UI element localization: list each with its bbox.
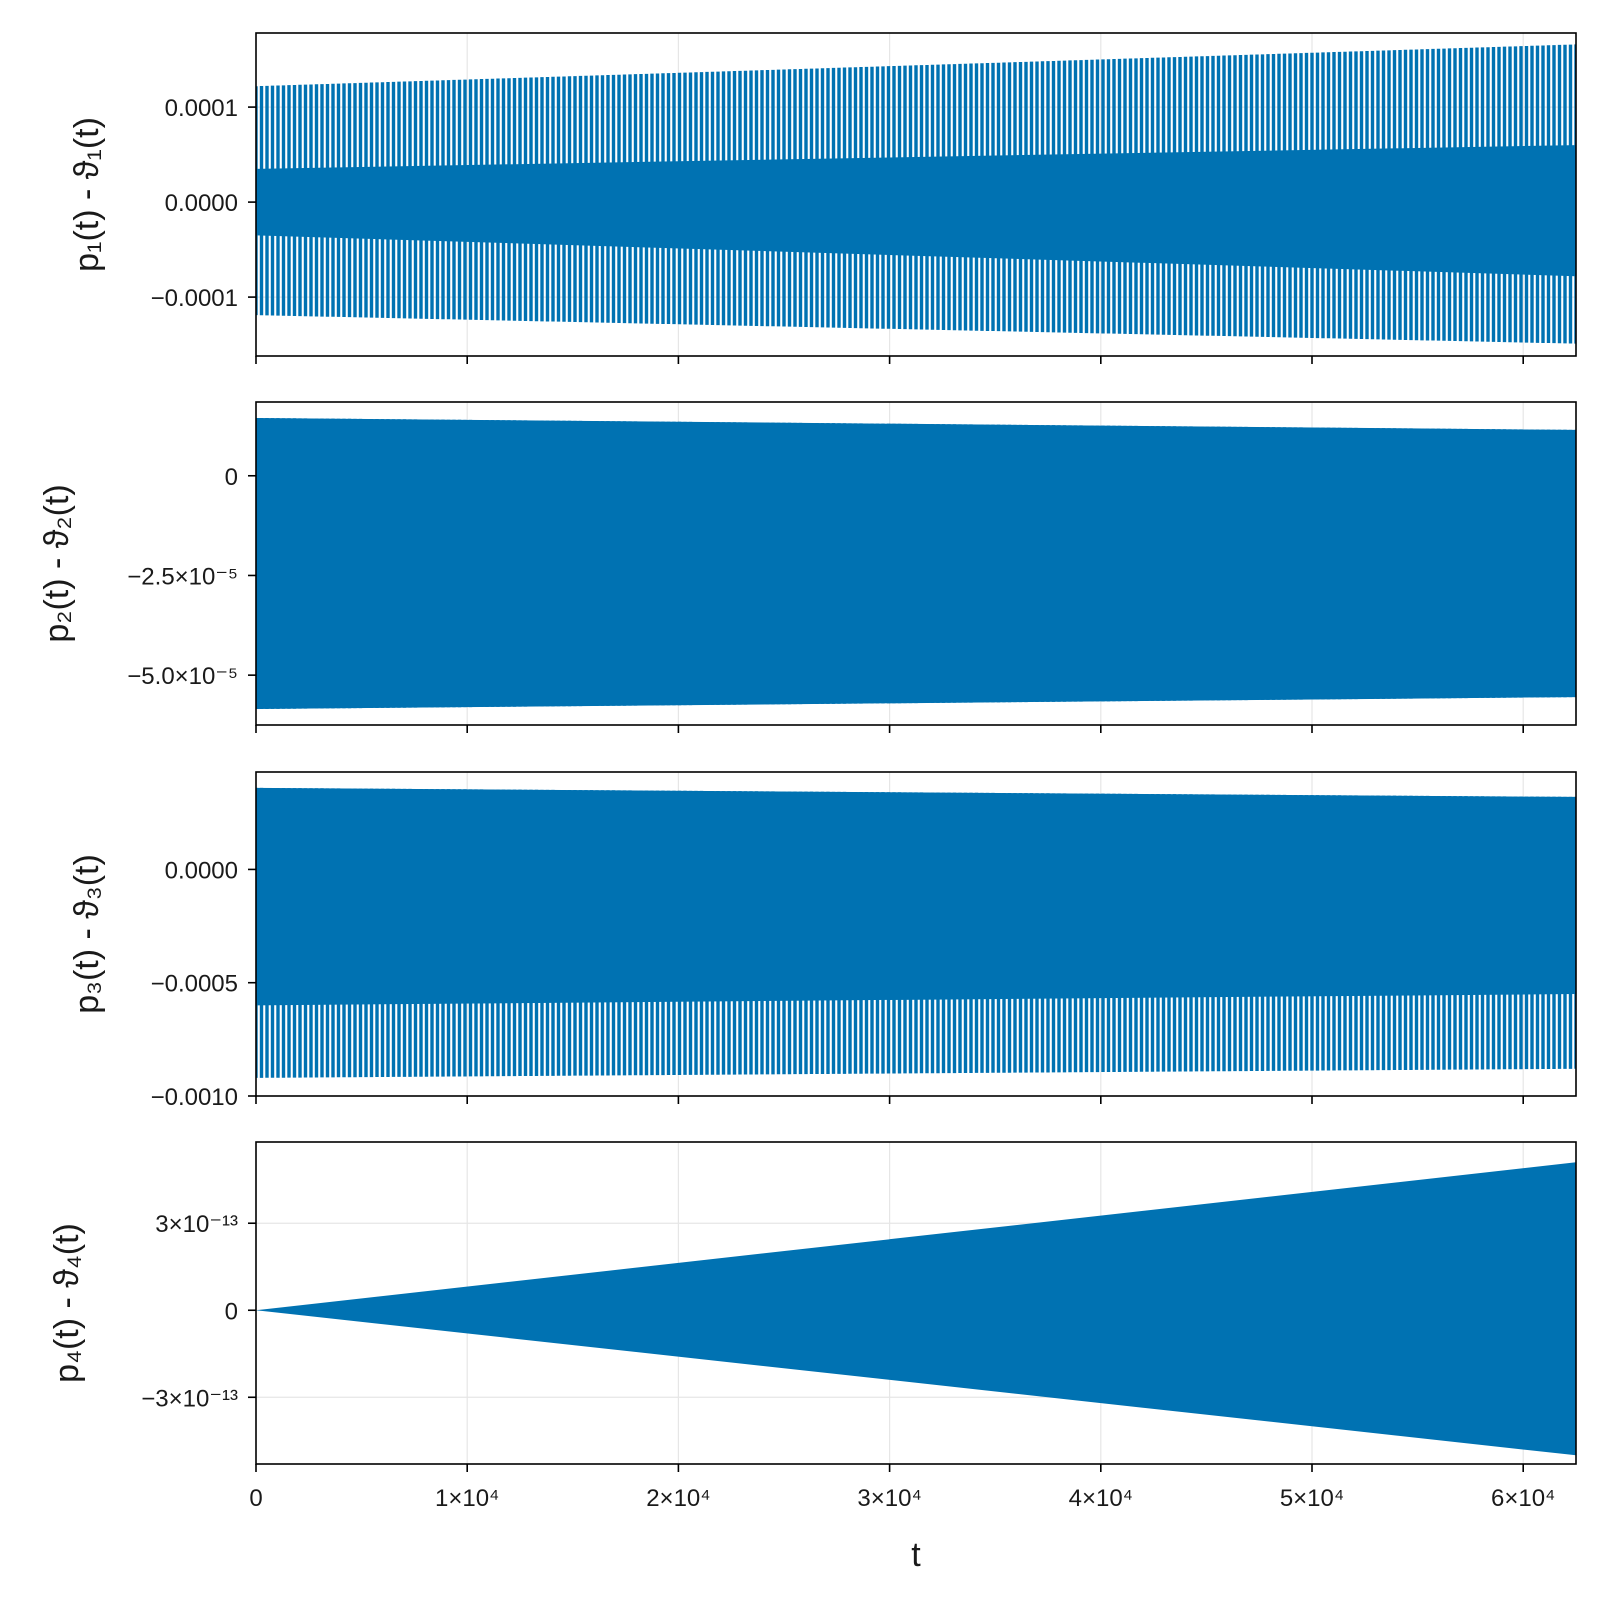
x-tick-label: 5×10⁴ (1280, 1485, 1344, 1512)
x-tick-label: 0 (249, 1485, 262, 1512)
y-tick-label: −0.0010 (151, 1084, 238, 1111)
series-band (256, 1162, 1576, 1456)
x-tick-label: 4×10⁴ (1069, 1485, 1133, 1512)
panel-1: 0.0001 0.0000 −0.0001 p₁(t) - ϑ₁(t) (68, 32, 1577, 364)
y-axis-title: p₃(t) - ϑ₃(t) (68, 854, 106, 1014)
x-axis-title: t (911, 1536, 921, 1574)
y-axis-title: p₂(t) - ϑ₂(t) (38, 484, 76, 642)
y-tick-label: −0.0005 (151, 971, 238, 998)
y-axis-title: p₁(t) - ϑ₁(t) (68, 117, 106, 272)
axes-frame (255, 771, 1577, 1097)
y-axis-title: p₄(t) - ϑ₄(t) (48, 1223, 86, 1383)
panel-3: 0.0000 −0.0005 −0.0010 p₃(t) - ϑ₃(t) (68, 771, 1577, 1111)
axes-frame (255, 1141, 1577, 1465)
axes-frame (255, 32, 1577, 357)
y-tick-label: 0.0000 (165, 190, 238, 217)
y-tick-label: 0 (225, 1298, 238, 1325)
y-tick-label: −5.0×10⁻⁵ (127, 663, 238, 690)
y-tick-label: 0.0001 (165, 95, 238, 122)
y-tick-label: 3×10⁻¹³ (155, 1211, 238, 1238)
y-tick-label: 0 (225, 464, 238, 491)
data-series (256, 417, 1576, 710)
x-tick-label: 2×10⁴ (646, 1485, 710, 1512)
data-series (256, 1162, 1576, 1456)
y-tick-label: −3×10⁻¹³ (141, 1385, 238, 1412)
panel-2: 0 −2.5×10⁻⁵ −5.0×10⁻⁵ p₂(t) - ϑ₂(t) (38, 401, 1577, 733)
x-tick-label: 3×10⁴ (857, 1485, 921, 1512)
data-series (256, 787, 1576, 1078)
series-oscillation (256, 44, 1576, 344)
x-tick-label: 6×10⁴ (1491, 1485, 1555, 1512)
axes-frame (255, 401, 1577, 726)
y-tick-label: −0.0001 (151, 285, 238, 312)
x-tick-label: 1×10⁴ (435, 1485, 499, 1512)
series-oscillation (256, 787, 1576, 1078)
data-series (256, 44, 1576, 344)
y-tick-label: −2.5×10⁻⁵ (127, 563, 238, 590)
panel-4: 0 1×10⁴ 2×10⁴ 3×10⁴ 4×10⁴ 5×10⁴ 6×10⁴ 3×10⁻¹³ 0 −… (48, 1141, 1577, 1574)
y-tick-label: 0.0000 (165, 857, 238, 884)
series-oscillation (256, 417, 1576, 710)
